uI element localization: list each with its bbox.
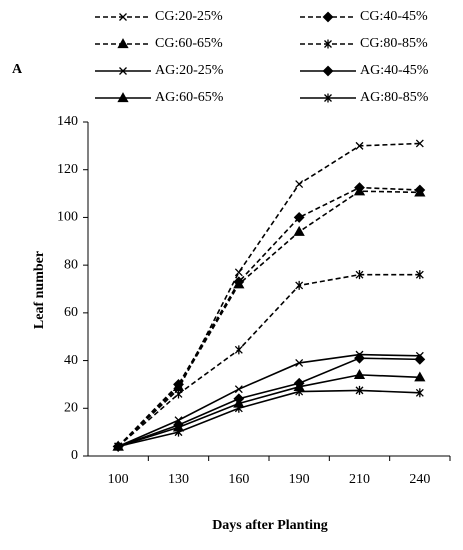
marker [415, 270, 424, 280]
legend-marker [322, 65, 334, 77]
marker [234, 345, 243, 355]
marker [234, 268, 243, 277]
legend-marker [324, 93, 332, 103]
series-line [117, 374, 420, 448]
x-axis-title: Days after Planting [212, 518, 328, 533]
marker [415, 139, 424, 148]
y-tick-label: 60 [64, 305, 78, 320]
marker [415, 388, 424, 398]
y-tick-label: 100 [57, 210, 78, 225]
y-tick-label: 20 [64, 401, 78, 416]
legend-label: CG:20-25% [155, 9, 223, 24]
marker [295, 358, 304, 367]
y-tick-label: 140 [57, 114, 78, 129]
marker [233, 278, 245, 289]
legend-marker [119, 67, 127, 75]
legend-label: AG:60-65% [155, 90, 224, 105]
legend-marker [324, 39, 332, 49]
legend-label: CG:60-65% [155, 36, 223, 51]
x-tick-label: 240 [409, 472, 430, 487]
y-tick-label: 80 [64, 257, 78, 272]
marker [174, 389, 183, 399]
series-line [117, 142, 420, 448]
marker [293, 212, 305, 223]
series-line [117, 186, 420, 448]
x-tick-label: 160 [228, 472, 249, 487]
series-line [117, 190, 420, 448]
marker [295, 180, 304, 188]
marker [353, 185, 366, 196]
x-tick-label: 130 [168, 472, 189, 487]
legend-marker [117, 92, 129, 103]
series-line [117, 353, 420, 448]
legend-marker [117, 38, 129, 49]
marker [174, 427, 183, 437]
series-line [117, 357, 420, 448]
panel-label: A [12, 62, 23, 77]
marker [355, 270, 364, 280]
legend-label: CG:40-45% [360, 9, 428, 24]
legend-marker [119, 13, 127, 21]
x-tick-label: 100 [108, 472, 129, 487]
marker [414, 186, 426, 197]
marker [354, 352, 365, 364]
legend-marker [322, 11, 334, 23]
legend-label: AG:40-45% [360, 63, 429, 78]
legend-label: AG:80-85% [360, 90, 429, 105]
marker [414, 353, 426, 365]
marker [295, 280, 304, 290]
series-line [117, 273, 420, 448]
marker [353, 369, 366, 380]
marker [114, 441, 123, 451]
marker [234, 385, 243, 394]
marker [355, 385, 364, 395]
marker [355, 141, 364, 150]
series-line [117, 389, 420, 448]
marker [293, 225, 305, 236]
y-tick-label: 40 [64, 353, 78, 368]
y-tick-label: 0 [71, 448, 78, 463]
y-axis-title: Leaf number [32, 251, 47, 329]
legend-label: AG:20-25% [155, 63, 224, 78]
x-tick-label: 190 [289, 472, 310, 487]
marker [295, 387, 304, 397]
marker [234, 403, 243, 413]
marker [414, 371, 426, 382]
y-tick-label: 120 [57, 162, 78, 177]
x-tick-label: 210 [349, 472, 370, 487]
legend-label: CG:80-85% [360, 36, 428, 51]
